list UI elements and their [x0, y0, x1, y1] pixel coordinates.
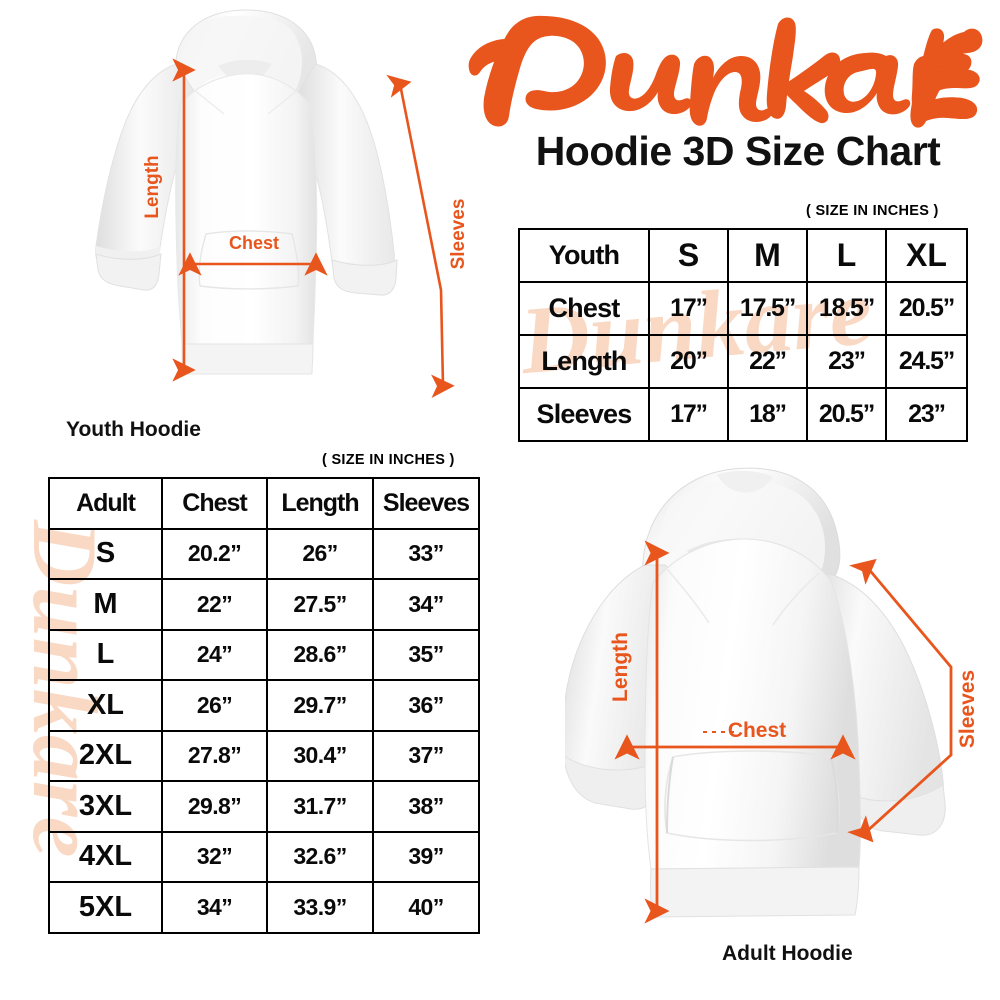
adult-size-5xl: 5XL — [48, 881, 163, 934]
dunkare-logo-icon — [468, 15, 983, 128]
adult-col-sleeves: Sleeves — [372, 477, 480, 530]
adult-units-caption: ( SIZE IN INCHES ) — [322, 452, 455, 468]
table-row: XL 26” 29.7” 36” — [48, 679, 480, 732]
adult-sleeves-s: 33” — [372, 527, 480, 580]
table-row: 3XL 29.8” 31.7” 38” — [48, 780, 480, 833]
youth-col-s: S — [648, 228, 729, 283]
adult-hoodie-illustration: Length Chest Sleeves — [565, 455, 990, 935]
adult-length-2xl: 30.4” — [266, 729, 374, 782]
youth-row-length-label: Length — [518, 334, 650, 389]
youth-sleeves-s: 17” — [648, 387, 729, 442]
youth-sleeves-l: 20.5” — [806, 387, 887, 442]
youth-sleeves-xl: 23” — [885, 387, 968, 442]
youth-length-m: 22” — [727, 334, 808, 389]
adult-size-4xl: 4XL — [48, 830, 163, 883]
youth-chest-l: 18.5” — [806, 281, 887, 336]
table-row: 4XL 32” 32.6” 39” — [48, 830, 480, 883]
adult-chest-4xl: 32” — [161, 830, 268, 883]
adult-sleeves-arrow — [847, 558, 953, 843]
adult-sleeves-5xl: 40” — [372, 881, 480, 934]
adult-sleeves-xl: 36” — [372, 679, 480, 732]
adult-header-label: Adult — [48, 477, 163, 530]
adult-sleeves-2xl: 37” — [372, 729, 480, 782]
adult-chest-xl: 26” — [161, 679, 268, 732]
adult-chest-5xl: 34” — [161, 881, 268, 934]
adult-size-xl: XL — [48, 679, 163, 732]
youth-col-m: M — [727, 228, 808, 283]
youth-chest-label: Chest — [229, 233, 279, 253]
youth-chest-s: 17” — [648, 281, 729, 336]
table-row: Chest 17” 17.5” 18.5” 20.5” — [518, 281, 968, 336]
page-title: Hoodie 3D Size Chart — [535, 128, 941, 174]
adult-sleeves-3xl: 38” — [372, 780, 480, 833]
adult-length-5xl: 33.9” — [266, 881, 374, 934]
adult-col-chest: Chest — [161, 477, 268, 530]
youth-hoodie-caption: Youth Hoodie — [66, 418, 201, 441]
youth-length-l: 23” — [806, 334, 887, 389]
table-row: S 20.2” 26” 33” — [48, 527, 480, 580]
adult-size-2xl: 2XL — [48, 729, 163, 782]
adult-length-s: 26” — [266, 527, 374, 580]
youth-col-xl: XL — [885, 228, 968, 283]
table-row: M 22” 27.5” 34” — [48, 578, 480, 631]
table-row: Length 20” 22” 23” 24.5” — [518, 334, 968, 389]
adult-size-3xl: 3XL — [48, 780, 163, 833]
adult-chest-2xl: 27.8” — [161, 729, 268, 782]
youth-hoodie-illustration: Length Chest Sleeves — [58, 2, 468, 402]
table-row-header: Youth S M L XL — [518, 228, 968, 283]
adult-length-4xl: 32.6” — [266, 830, 374, 883]
youth-size-table: Youth S M L XL Chest 17” 17.5” 18.5” 20.… — [518, 228, 968, 442]
table-row: L 24” 28.6” 35” — [48, 628, 480, 681]
youth-sleeves-arrow — [386, 74, 455, 398]
adult-length-3xl: 31.7” — [266, 780, 374, 833]
adult-size-l: L — [48, 628, 163, 681]
adult-col-length: Length — [266, 477, 374, 530]
adult-length-m: 27.5” — [266, 578, 374, 631]
adult-chest-label: Chest — [728, 719, 786, 742]
youth-row-chest-label: Chest — [518, 281, 650, 336]
table-row-header: Adult Chest Length Sleeves — [48, 477, 480, 530]
adult-chest-s: 20.2” — [161, 527, 268, 580]
adult-size-table: Adult Chest Length Sleeves S 20.2” 26” 33” M… — [48, 477, 480, 934]
youth-sleeves-label: Sleeves — [448, 199, 468, 270]
adult-sleeves-m: 34” — [372, 578, 480, 631]
youth-length-label: Length — [142, 155, 163, 218]
youth-sleeves-m: 18” — [727, 387, 808, 442]
adult-length-xl: 29.7” — [266, 679, 374, 732]
adult-hoodie-caption: Adult Hoodie — [722, 942, 853, 965]
table-row: 2XL 27.8” 30.4” 37” — [48, 729, 480, 782]
table-row: 5XL 34” 33.9” 40” — [48, 881, 480, 934]
youth-col-l: L — [806, 228, 887, 283]
youth-length-xl: 24.5” — [885, 334, 968, 389]
adult-length-l: 28.6” — [266, 628, 374, 681]
adult-size-s: S — [48, 527, 163, 580]
table-row: Sleeves 17” 18” 20.5” 23” — [518, 387, 968, 442]
adult-chest-m: 22” — [161, 578, 268, 631]
brand-logo — [466, 6, 986, 131]
youth-row-sleeves-label: Sleeves — [518, 387, 650, 442]
adult-chest-l: 24” — [161, 628, 268, 681]
adult-sleeves-4xl: 39” — [372, 830, 480, 883]
youth-header-label: Youth — [518, 228, 650, 283]
adult-chest-3xl: 29.8” — [161, 780, 268, 833]
adult-length-label: Length — [609, 632, 632, 702]
adult-size-m: M — [48, 578, 163, 631]
youth-chest-xl: 20.5” — [885, 281, 968, 336]
youth-chest-m: 17.5” — [727, 281, 808, 336]
adult-sleeves-label: Sleeves — [956, 670, 979, 748]
youth-length-s: 20” — [648, 334, 729, 389]
youth-units-caption: ( SIZE IN INCHES ) — [806, 203, 939, 219]
adult-sleeves-l: 35” — [372, 628, 480, 681]
